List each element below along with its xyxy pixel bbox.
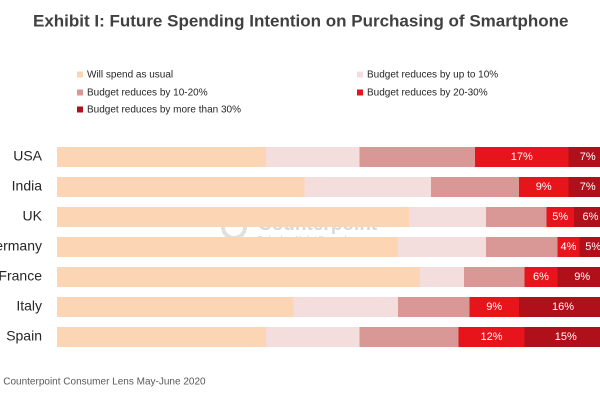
legend-label: Will spend as usual (87, 70, 173, 81)
data-label: 17% (511, 151, 533, 163)
y-tick-label: USA (13, 148, 42, 164)
bar-segment (469, 297, 519, 317)
data-label: 5% (585, 241, 600, 253)
y-tick-label: India (12, 178, 43, 194)
legend-swatch (77, 89, 83, 96)
legend-swatch (357, 89, 363, 96)
bar-segment (579, 237, 600, 257)
chart-title: Exhibit I: Future Spending Intention on … (33, 11, 569, 30)
bar-segment (464, 267, 525, 287)
bar-segment (57, 237, 398, 257)
bar-segment (409, 207, 486, 227)
legend-swatch (77, 71, 83, 78)
bar-segment (398, 237, 486, 257)
bar-segment (57, 207, 409, 227)
legend-swatch (357, 71, 363, 78)
bar-segment (524, 267, 558, 287)
bar-segment (519, 297, 600, 317)
y-tick-label: Spain (6, 328, 42, 344)
y-tick-label: Germany (0, 238, 42, 254)
data-label: 9% (536, 181, 552, 193)
bar-segment (524, 327, 600, 347)
bar-segment (57, 147, 266, 167)
legend-label: Budget reduces by 20-30% (367, 88, 488, 99)
data-label: 9% (574, 271, 590, 283)
source: Source: Counterpoint Consumer Lens May-J… (0, 377, 206, 388)
data-label: 6% (583, 211, 599, 223)
data-label: 15% (555, 331, 577, 343)
bar-segment (568, 177, 600, 197)
bar-segment (359, 327, 459, 347)
data-label: 6% (533, 271, 549, 283)
bar-segment (266, 147, 360, 167)
bar-segment (304, 177, 431, 197)
data-label: 12% (480, 331, 502, 343)
bar-segment (486, 207, 547, 227)
bar-segment (57, 177, 305, 197)
bar-segment (475, 147, 569, 167)
data-label: 5% (552, 211, 568, 223)
data-label: 16% (552, 301, 574, 313)
legend-label: Budget reduces by up to 10% (367, 70, 498, 81)
legend-label: Budget reduces by more than 30% (87, 105, 241, 116)
bar-segment (266, 327, 360, 347)
bar-segment (458, 327, 525, 347)
data-label: 7% (580, 151, 596, 163)
bar-segment (431, 177, 519, 197)
data-label: 4% (561, 241, 577, 253)
bar-segment (420, 267, 464, 287)
bar-segment (557, 237, 580, 257)
bar-segment (293, 297, 398, 317)
bar-segment (546, 207, 574, 227)
bar-segment (57, 267, 420, 287)
bar-segment (574, 207, 600, 227)
y-tick-label: Italy (16, 298, 42, 314)
bar-segment (359, 147, 475, 167)
bar-segment (57, 327, 266, 347)
bar-segment (486, 237, 558, 257)
data-label: 9% (486, 301, 502, 313)
y-tick-label: UK (23, 208, 43, 224)
y-tick-label: France (0, 268, 42, 284)
data-label: 7% (580, 181, 596, 193)
bar-segment (398, 297, 470, 317)
bar-segment (568, 147, 600, 167)
bar-segment (57, 297, 294, 317)
bar-segment (557, 267, 600, 287)
bar-segment (519, 177, 569, 197)
legend-label: Budget reduces by 10-20% (87, 88, 208, 99)
legend-swatch (77, 106, 83, 113)
